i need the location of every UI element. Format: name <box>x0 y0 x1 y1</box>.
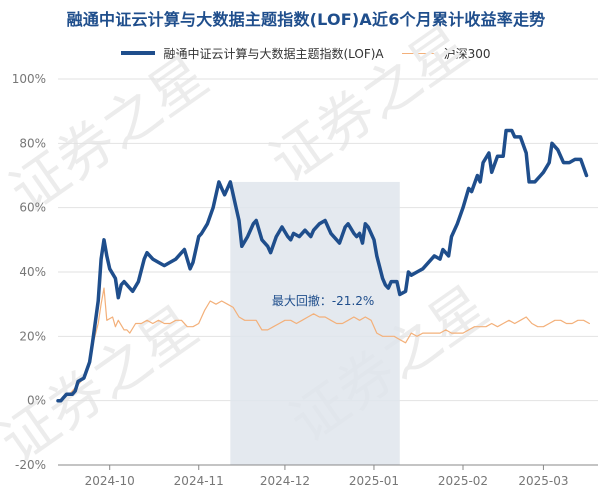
x-tick-label: 2025-02 <box>438 474 488 488</box>
y-tick-label: 100% <box>12 72 46 86</box>
x-tick-label: 2024-12 <box>260 474 310 488</box>
x-tick-label: 2024-11 <box>174 474 224 488</box>
y-tick-label: 20% <box>19 329 46 343</box>
watermark-text: 证券之星 <box>259 14 480 196</box>
watermark-text: 证券之星 <box>0 294 210 476</box>
y-tick-label: 40% <box>19 265 46 279</box>
y-tick-label: 0% <box>27 394 46 408</box>
y-tick-label: 80% <box>19 136 46 150</box>
x-tick-label: 2025-01 <box>349 474 399 488</box>
x-tick-label: 2024-10 <box>85 474 135 488</box>
x-tick-label: 2025-03 <box>518 474 568 488</box>
y-tick-label: -20% <box>15 458 46 472</box>
drawdown-label: 最大回撤：-21.2% <box>272 293 374 308</box>
y-tick-label: 60% <box>19 201 46 215</box>
